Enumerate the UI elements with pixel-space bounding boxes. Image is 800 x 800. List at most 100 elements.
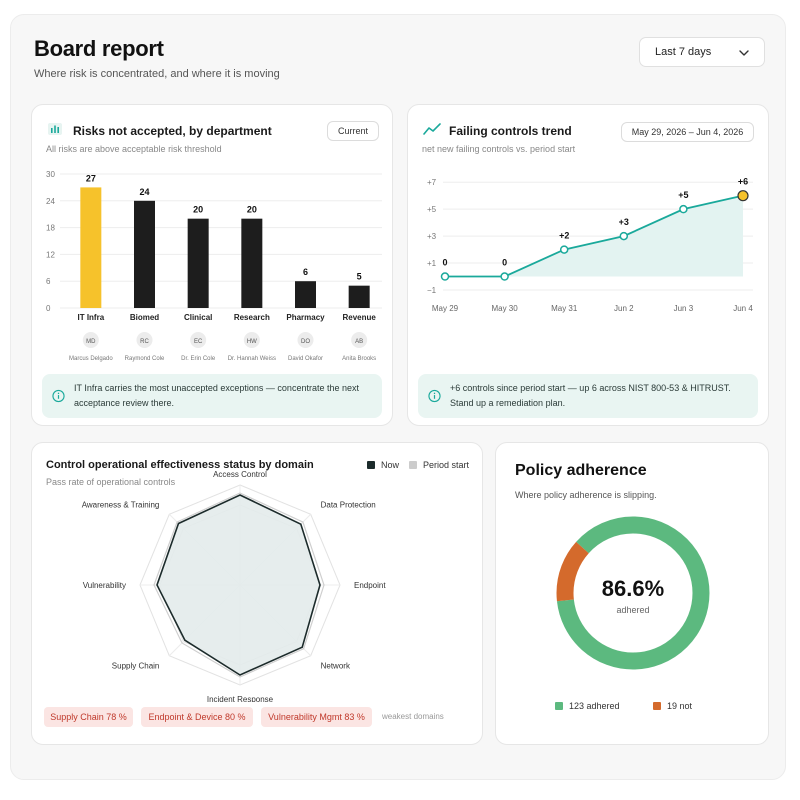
owner-avatar — [297, 332, 314, 348]
owner-avatar — [351, 332, 368, 348]
x-category-label: Research — [234, 313, 270, 322]
radar-axis-label: Data Protection — [321, 500, 376, 509]
trend-line — [445, 194, 744, 278]
date-range-select[interactable]: Last 7 days — [639, 37, 765, 67]
bar — [187, 218, 209, 308]
risks-card-subtitle: All risks are above acceptable risk thre… — [46, 144, 222, 154]
x-tick-label: May 30 — [491, 304, 518, 313]
weakest-domains-label: weakest domains — [382, 712, 444, 721]
bar-value-label: 20 — [247, 205, 257, 215]
y-tick-label: +5 — [427, 205, 437, 214]
trend-point-label: +2 — [559, 231, 569, 241]
legend-now: Now — [367, 460, 399, 470]
info-icon — [52, 389, 65, 403]
owner-avatar — [82, 332, 99, 348]
y-tick-label: 0 — [46, 304, 51, 313]
legend-period-start: Period start — [409, 460, 469, 470]
y-tick-label: +7 — [427, 178, 437, 187]
bar-value-label: 5 — [357, 272, 362, 282]
page-title: Board report — [34, 36, 164, 61]
current-button[interactable]: Current — [327, 121, 379, 141]
trend-date-range[interactable]: May 29, 2026 – Jun 4, 2026 — [621, 122, 754, 142]
x-category-label: Biomed — [130, 313, 159, 322]
y-tick-label: −1 — [427, 286, 437, 295]
risks-card-title: Risks not accepted, by department — [73, 124, 272, 138]
owner-initials: DO — [301, 339, 310, 345]
policy-percent: 86.6% — [601, 576, 665, 601]
owner-avatar — [136, 332, 153, 348]
trend-card-subtitle: net new failing controls vs. period star… — [422, 144, 576, 154]
legend-not: 19 not — [653, 701, 692, 711]
bar-value-label: 6 — [303, 267, 308, 277]
bar — [134, 200, 155, 308]
info-icon — [428, 389, 441, 403]
y-tick-label: 24 — [46, 197, 55, 206]
x-category-label: Revenue — [342, 313, 376, 322]
donut-segment-not — [556, 516, 710, 670]
bar-value-label: 27 — [86, 173, 96, 183]
risks-insight-text: IT Infra carries the most unaccepted exc… — [74, 383, 359, 408]
owner-name: Marcus Delgado — [69, 356, 113, 362]
radar-series-now — [156, 494, 321, 676]
date-range-label: Last 7 days — [655, 46, 712, 58]
policy-center-label: adhered — [616, 605, 650, 615]
owner-name: David Okafor — [288, 356, 323, 362]
policy-card-subtitle: Where policy adherence is slipping. — [515, 490, 657, 500]
x-tick-label: Jun 4 — [733, 304, 753, 313]
trend-insight-text: +6 controls since period start — up 6 ac… — [450, 383, 731, 408]
trend-card-title: Failing controls trend — [449, 124, 572, 138]
legend-period-start-label: Period start — [423, 460, 470, 470]
owner-avatar — [190, 332, 207, 348]
x-category-label: IT Infra — [77, 313, 104, 322]
legend-period-start-swatch — [409, 461, 417, 469]
trend-point — [500, 272, 509, 281]
x-category-label: Pharmacy — [286, 313, 325, 322]
trend-point — [737, 190, 749, 202]
radar-axis-label: Access Control — [213, 470, 267, 479]
x-tick-label: Jun 2 — [614, 304, 634, 313]
risks-insight-callout: IT Infra carries the most unaccepted exc… — [42, 374, 382, 418]
trend-point — [440, 272, 450, 281]
legend-now-swatch — [367, 461, 375, 469]
owner-name: Dr. Erin Cole — [181, 356, 216, 362]
owner-name: Anita Brooks — [342, 356, 376, 362]
y-tick-label: 30 — [46, 170, 55, 179]
trend-card: Failing controls trend net new failing c… — [407, 104, 769, 426]
legend-not-swatch — [653, 702, 661, 710]
policy-donut-chart — [556, 516, 710, 670]
x-tick-label: May 29 — [432, 304, 459, 313]
weak-domain-tag: Endpoint & Device 80 % — [141, 707, 253, 727]
radar-card-title: Control operational effectiveness status… — [46, 459, 314, 471]
bar-value-label: 20 — [193, 205, 203, 215]
trend-insight-callout: +6 controls since period start — up 6 ac… — [418, 374, 758, 418]
trend-point-label: +3 — [619, 217, 629, 227]
owner-initials: RC — [140, 339, 149, 345]
radar-series-period-start — [153, 492, 325, 678]
trend-point — [679, 204, 688, 214]
bar — [80, 187, 102, 308]
y-tick-label: +1 — [427, 259, 437, 268]
radar-chart: Access Control Data Protection Endpoint Net… — [82, 470, 387, 702]
radar-axis-label: Supply Chain — [112, 662, 160, 671]
trend-point — [619, 231, 629, 241]
owner-name: Raymond Cole — [125, 356, 165, 362]
trend-point — [559, 245, 569, 254]
legend-adhered: 123 adhered — [555, 701, 620, 711]
legend-not-label: 19 not — [667, 701, 693, 711]
y-tick-label: 18 — [46, 224, 55, 233]
radar-card-subtitle: Pass rate of operational controls — [46, 477, 176, 487]
owner-initials: MD — [86, 339, 96, 345]
owner-avatar — [243, 332, 260, 348]
bar-value-label: 24 — [139, 187, 149, 197]
legend-adhered-swatch — [555, 702, 563, 710]
donut-segment-adhered — [556, 516, 710, 670]
legend-adhered-label: 123 adhered — [569, 701, 620, 711]
page-subtitle: Where risk is concentrated, and where it… — [34, 68, 280, 80]
y-tick-label: +3 — [427, 232, 437, 241]
trend-line-chart: +7 +5 +3 +1 −1 0 May 29 0 May 30 +2 May 31 +3 Jun 2 +… — [427, 177, 753, 313]
trend-point-label: +5 — [678, 190, 688, 200]
policy-card-title: Policy adherence — [515, 462, 647, 479]
bar — [348, 285, 370, 308]
trend-point-label: 0 — [442, 258, 447, 268]
trend-point-label: 0 — [502, 258, 507, 268]
